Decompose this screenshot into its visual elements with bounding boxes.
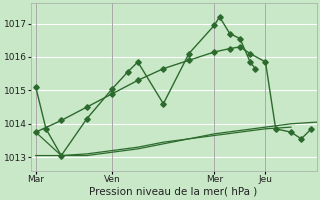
X-axis label: Pression niveau de la mer( hPa ): Pression niveau de la mer( hPa ) <box>90 187 258 197</box>
